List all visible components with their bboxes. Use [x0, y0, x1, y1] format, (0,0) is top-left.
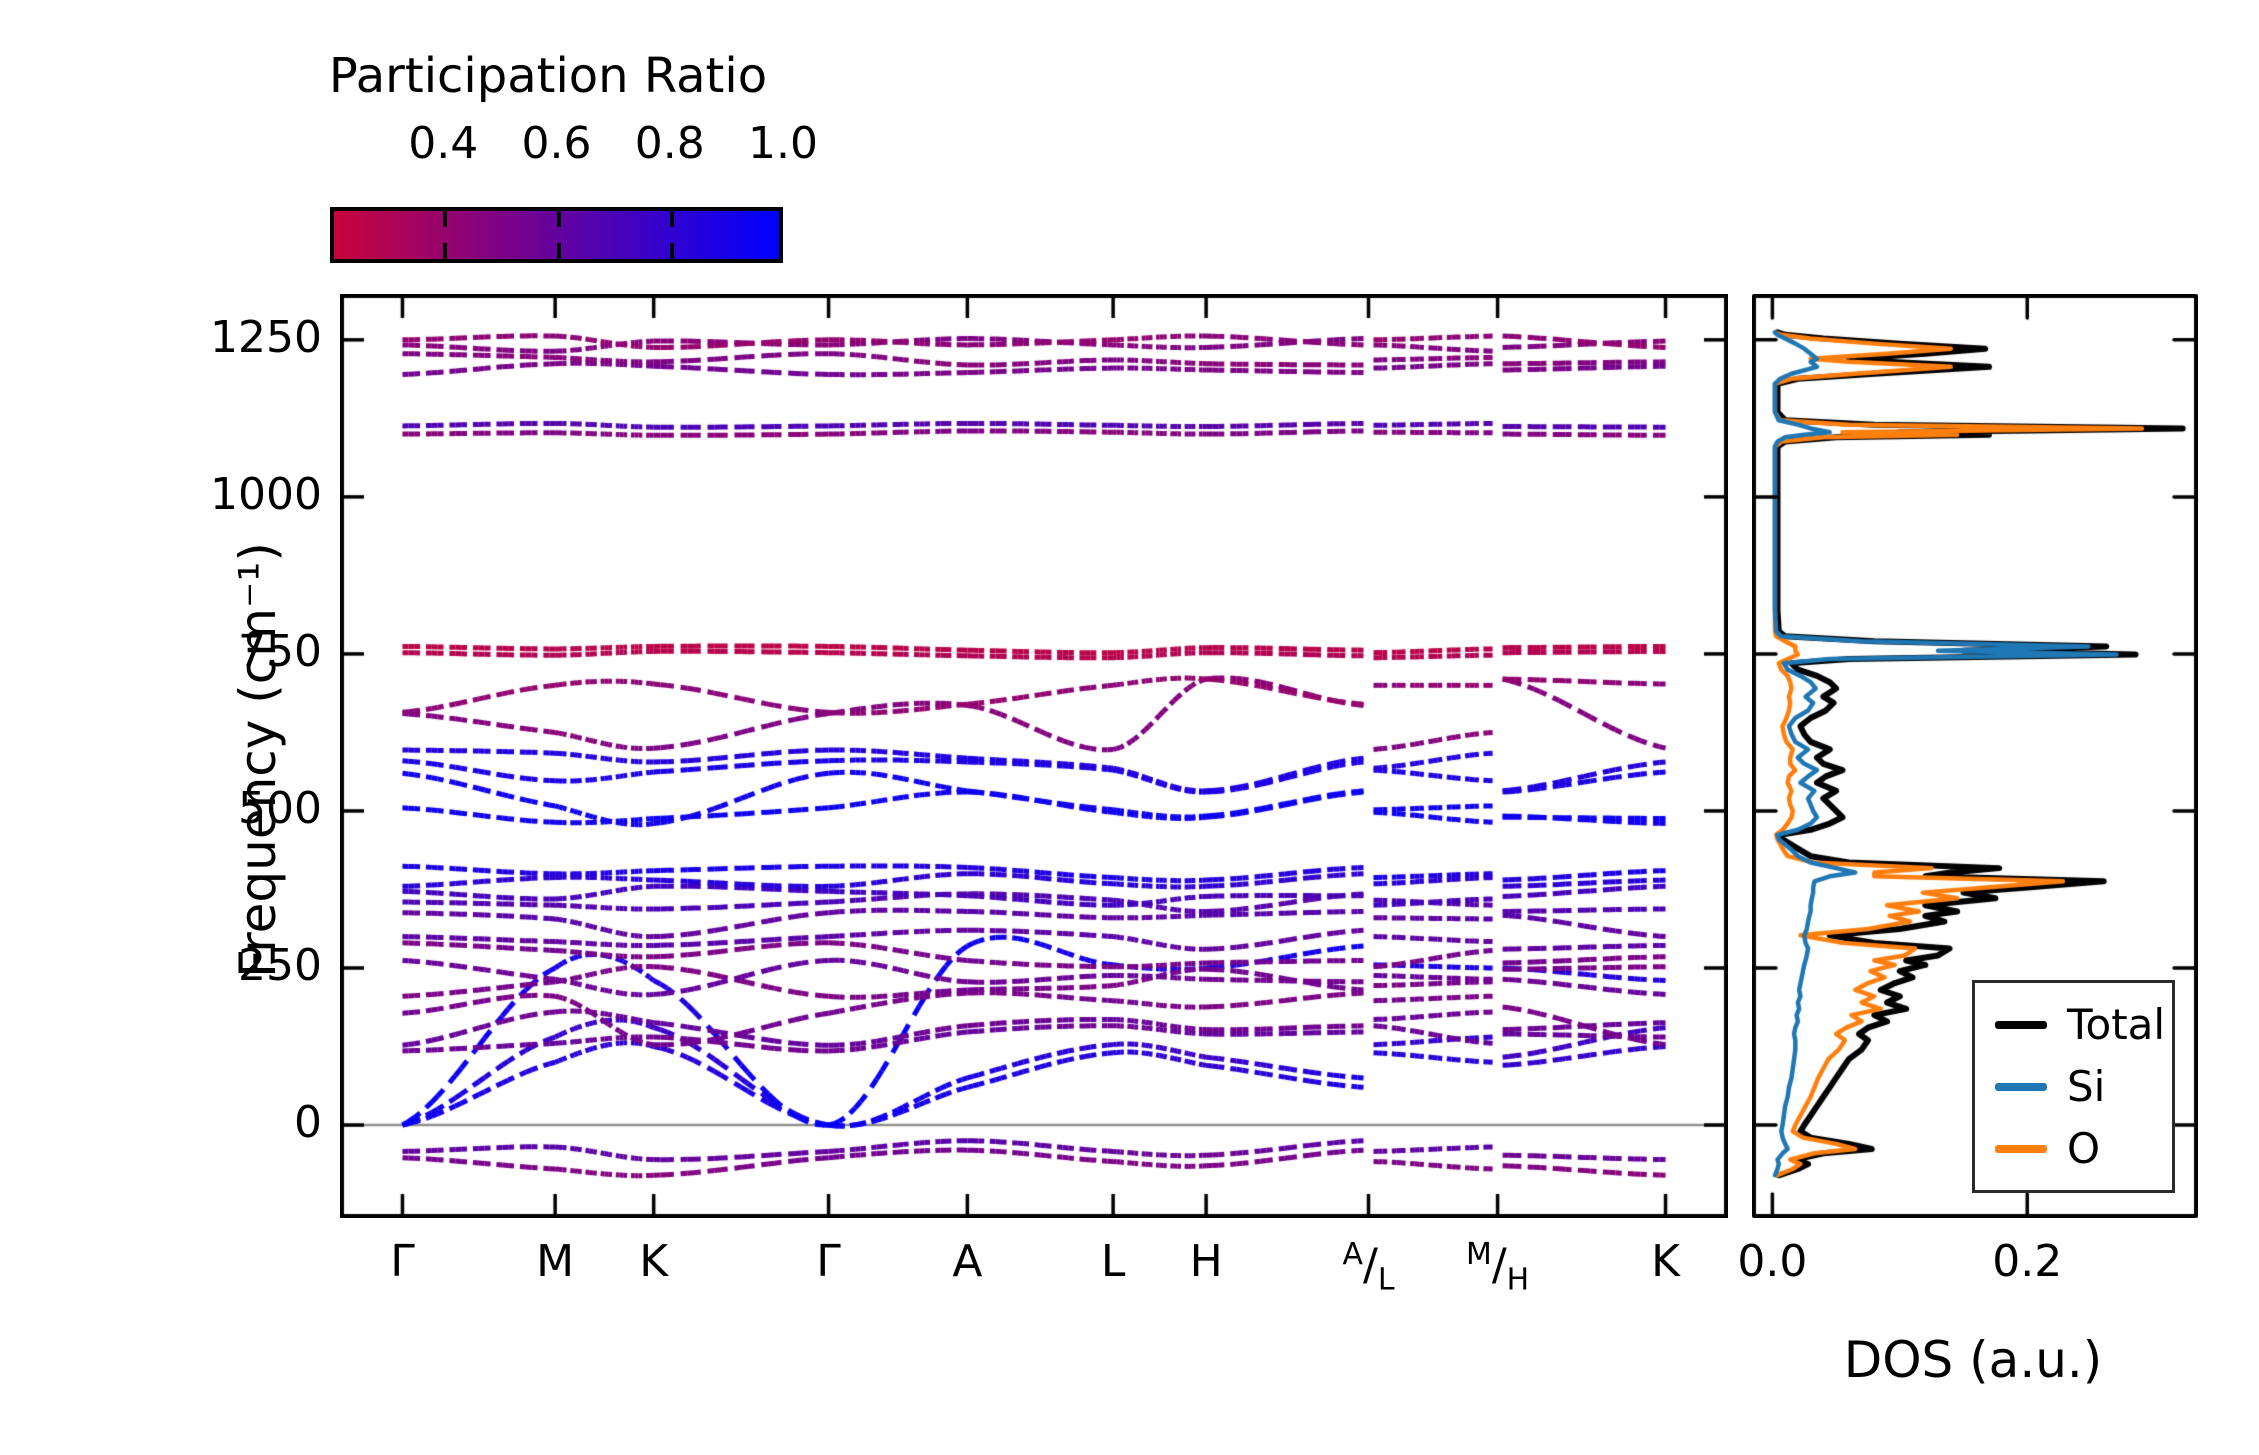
kpoint-tick-label: A/L — [1342, 1237, 1395, 1298]
frequency-tick-label: 1000 — [210, 468, 322, 520]
dos-tick-label: 0.0 — [1737, 1236, 1808, 1287]
legend: Total Si O — [1972, 980, 2175, 1193]
kpoint-tick-label: Γ — [816, 1236, 841, 1287]
legend-label: Total — [2067, 999, 2166, 1049]
colorbar-tick-label: 0.6 — [521, 118, 592, 169]
frequency-tick-label: 500 — [238, 782, 322, 834]
kpoint-tick-label: M — [536, 1236, 575, 1287]
frequency-tick-label: 750 — [238, 625, 322, 677]
legend-entry: O — [1995, 1123, 2152, 1173]
kpoint-tick-label: M/H — [1466, 1237, 1530, 1298]
colorbar-tick-label: 0.8 — [634, 118, 705, 169]
colorbar-tick-mark — [669, 207, 674, 227]
legend-entry: Total — [1995, 1003, 2165, 1046]
colorbar-tick-mark — [443, 207, 448, 227]
colorbar-tick-mark — [556, 207, 561, 227]
legend-label: Si — [2067, 1061, 2106, 1111]
kpoint-tick-label: Γ — [390, 1236, 415, 1287]
colorbar-tick-mark — [669, 243, 674, 263]
colorbar-tick-label: 1.0 — [748, 118, 818, 169]
kpoint-tick-label: L — [1100, 1236, 1126, 1287]
frequency-tick-label: 1250 — [210, 311, 322, 363]
legend-line-swatch — [1995, 1020, 2047, 1029]
colorbar-tick-mark — [556, 243, 561, 263]
legend-line-swatch — [1995, 1144, 2047, 1153]
legend-label: O — [2067, 1123, 2101, 1173]
frequency-axis-label: Frequency (cm⁻¹) — [228, 542, 287, 978]
kpoint-tick-label: K — [1651, 1236, 1680, 1287]
dos-tick-label: 0.2 — [1992, 1236, 2063, 1287]
colorbar-tick-mark — [443, 243, 448, 263]
frequency-tick-label: 0 — [294, 1097, 322, 1149]
legend-line-swatch — [1995, 1082, 2047, 1091]
dos-axis-label: DOS (a.u.) — [1843, 1331, 2103, 1389]
kpoint-tick-label: H — [1189, 1236, 1223, 1287]
kpoint-tick-label: K — [639, 1236, 669, 1287]
frequency-tick-label: 250 — [238, 939, 322, 991]
colorbar-title: Participation Ratio — [328, 48, 768, 104]
legend-entry: Si — [1995, 1061, 2152, 1111]
band-structure-plot — [340, 294, 1728, 1218]
kpoint-tick-label: A — [952, 1236, 983, 1287]
colorbar-tick-label: 0.4 — [408, 118, 479, 169]
